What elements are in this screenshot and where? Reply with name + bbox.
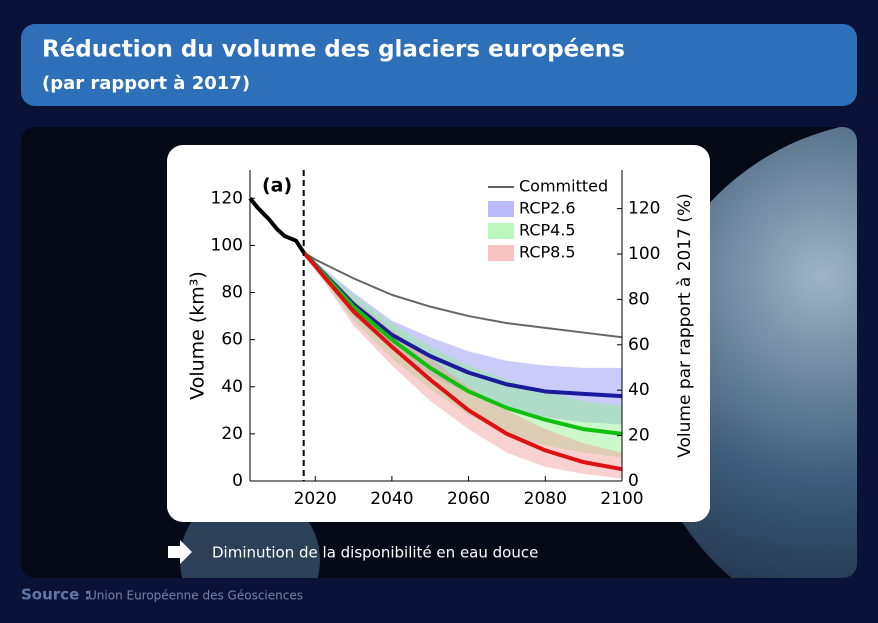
y-tick-label: 100: [211, 235, 243, 255]
header-title: Réduction du volume des glaciers europée…: [42, 37, 625, 63]
y-tick-label: 120: [211, 188, 243, 208]
band: [303, 252, 622, 458]
legend-label: RCP8.5: [519, 243, 576, 262]
header-box: [21, 24, 857, 106]
y-axis-label: Volume (km³): [187, 271, 209, 400]
y2-tick-label: 120: [628, 199, 660, 219]
y2-tick-label: 20: [628, 426, 650, 446]
y-tick-label: 60: [221, 330, 243, 350]
legend-swatch: [488, 245, 514, 261]
x-tick-label: 2080: [524, 489, 567, 509]
y2-axis-label: Volume par rapport à 2017 (%): [675, 193, 695, 458]
line: [302, 251, 623, 399]
line: [248, 197, 306, 254]
y2-tick-label: 80: [628, 289, 650, 309]
y-tick-label: 40: [221, 377, 243, 397]
annotation: (a): [262, 175, 292, 197]
x-tick-label: 2020: [294, 489, 337, 509]
y2-tick-label: 0: [628, 471, 639, 491]
y-tick-label: 80: [221, 283, 243, 303]
legend-swatch: [488, 201, 514, 217]
x-tick-label: 2060: [447, 489, 490, 509]
arrow-icon: [168, 540, 192, 564]
x-tick-label: 2100: [600, 489, 643, 509]
source-text: Union Européenne des Géosciences: [88, 589, 303, 603]
line: [303, 251, 623, 339]
line: [302, 251, 623, 436]
chart: Volume (km³) Volume par rapport à 2017 (…: [187, 170, 695, 509]
y-tick-label: 0: [232, 471, 243, 491]
legend-label: RCP2.6: [519, 199, 576, 218]
y-tick-label: 20: [221, 424, 243, 444]
y2-tick-label: 40: [628, 380, 650, 400]
line: [302, 251, 623, 472]
legend-swatch: [488, 223, 514, 239]
earth: [640, 127, 857, 578]
legend-label: RCP4.5: [519, 221, 576, 240]
x-tick-label: 2040: [370, 489, 413, 509]
earth-small: [180, 490, 320, 578]
y2-tick-label: 60: [628, 335, 650, 355]
source-label: Source :: [21, 586, 90, 604]
band: [303, 252, 622, 479]
caption: Diminution de la disponibilité en eau do…: [212, 544, 538, 562]
header-subtitle: (par rapport à 2017): [42, 73, 250, 94]
band: [303, 252, 622, 425]
y2-tick-label: 100: [628, 244, 660, 264]
legend-label: Committed: [519, 177, 608, 196]
